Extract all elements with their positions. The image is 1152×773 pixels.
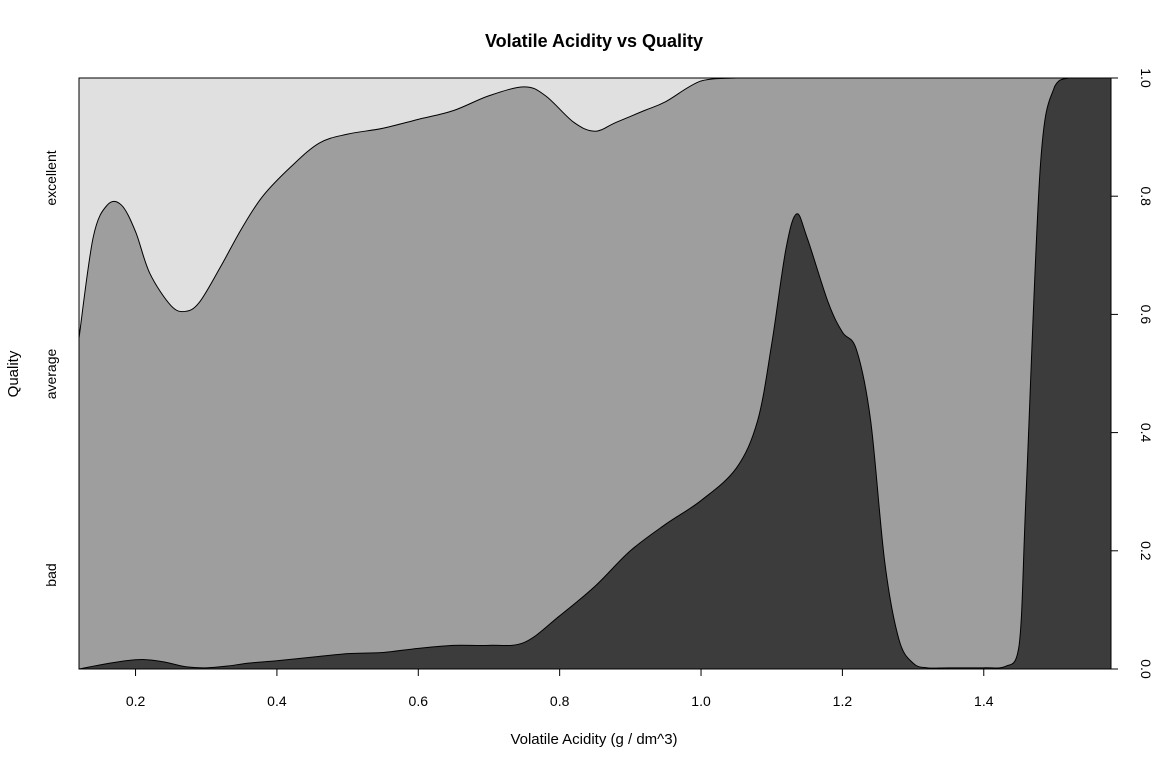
category-label-excellent: excellent [43, 150, 59, 205]
x-tick-label: 1.2 [833, 693, 853, 709]
chart-title: Volatile Acidity vs Quality [485, 31, 703, 51]
y-tick-label: 0.4 [1138, 423, 1152, 443]
x-tick-label: 0.8 [550, 693, 570, 709]
band-bad [79, 78, 1111, 669]
y-tick-label: 1.0 [1138, 68, 1152, 88]
x-tick-label: 0.2 [126, 693, 146, 709]
y-tick-label: 0.8 [1138, 186, 1152, 206]
y-axis-right: 0.0 0.2 0.4 0.6 0.8 1.0 [1111, 68, 1152, 679]
category-labels: bad average excellent [43, 150, 59, 586]
y-tick-label: 0.6 [1138, 305, 1152, 325]
band-boundary-bad [78, 77, 1111, 670]
y-tick-label: 0.0 [1138, 659, 1152, 679]
category-label-bad: bad [43, 563, 59, 586]
category-label-average: average [43, 348, 59, 399]
y-tick-label: 0.2 [1138, 541, 1152, 561]
y-axis-label: Quality [5, 350, 22, 397]
x-axis-label: Volatile Acidity (g / dm^3) [510, 731, 677, 748]
x-axis: 0.2 0.4 0.6 0.8 1.0 1.2 1.4 [126, 669, 994, 709]
plot-frame [78, 77, 1112, 670]
x-tick-label: 0.6 [409, 693, 429, 709]
x-tick-label: 0.4 [267, 693, 287, 709]
x-tick-label: 1.4 [974, 693, 994, 709]
density-bands [78, 77, 1111, 670]
x-tick-label: 1.0 [691, 693, 711, 709]
